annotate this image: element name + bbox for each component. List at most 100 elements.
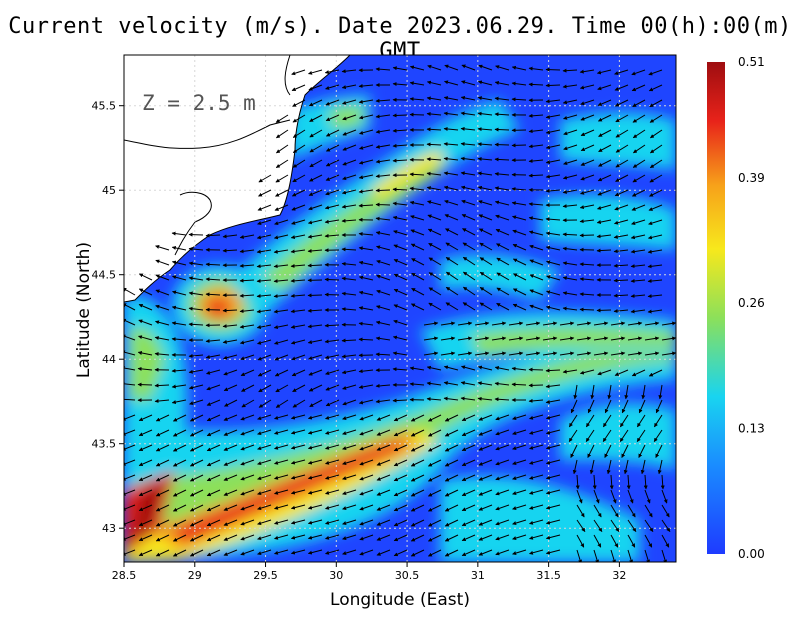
- current-arrow: [649, 114, 663, 123]
- current-arrow: [661, 504, 670, 518]
- current-arrow: [154, 351, 170, 356]
- current-arrow: [358, 203, 374, 208]
- current-arrow: [393, 489, 408, 497]
- current-arrow: [479, 242, 493, 251]
- current-arrow: [358, 114, 374, 120]
- current-arrow: [508, 321, 524, 326]
- current-arrow: [411, 272, 425, 281]
- current-arrow: [325, 144, 340, 152]
- current-arrow: [460, 111, 476, 116]
- current-arrow: [444, 199, 459, 206]
- current-arrow: [529, 474, 544, 480]
- current-arrow: [529, 304, 544, 311]
- current-arrow: [138, 335, 153, 341]
- current-arrow: [155, 459, 170, 467]
- current-arrow: [613, 278, 629, 283]
- current-arrow: [155, 274, 170, 281]
- current-arrow: [495, 444, 510, 451]
- current-arrow: [580, 114, 595, 121]
- current-arrow: [477, 185, 493, 191]
- current-arrow: [325, 399, 340, 407]
- current-arrow: [545, 159, 561, 164]
- current-arrow: [580, 129, 595, 136]
- current-arrow: [359, 519, 374, 526]
- current-arrow: [307, 324, 323, 329]
- current-arrow: [562, 174, 578, 180]
- current-arrow: [511, 65, 527, 71]
- current-arrow: [307, 339, 323, 345]
- current-arrow: [511, 97, 527, 102]
- current-arrow: [427, 429, 442, 437]
- current-arrow: [257, 504, 272, 511]
- current-arrow: [273, 294, 289, 299]
- current-arrow: [223, 429, 238, 436]
- current-arrow: [562, 276, 578, 281]
- current-arrow: [223, 549, 238, 556]
- current-arrow: [290, 293, 306, 298]
- current-arrow: [545, 83, 561, 88]
- current-arrow: [393, 230, 408, 236]
- current-arrow: [342, 174, 357, 181]
- current-arrow: [188, 246, 204, 251]
- current-arrow: [223, 519, 238, 526]
- current-arrow: [393, 534, 408, 542]
- current-arrow: [273, 279, 289, 284]
- current-arrow: [614, 219, 629, 225]
- current-arrow: [189, 429, 204, 437]
- current-arrow: [239, 278, 255, 283]
- current-arrow: [325, 459, 340, 465]
- current-arrow: [474, 336, 490, 341]
- current-arrow: [631, 84, 646, 92]
- current-arrow: [375, 383, 391, 388]
- current-arrow: [240, 354, 255, 361]
- current-arrow: [172, 444, 187, 452]
- current-arrow: [240, 429, 255, 436]
- current-arrow: [445, 242, 459, 251]
- current-arrow: [427, 519, 442, 527]
- current-arrow: [342, 534, 357, 540]
- current-arrow: [512, 504, 527, 510]
- current-arrow: [392, 143, 408, 148]
- current-arrow: [661, 351, 676, 356]
- current-arrow: [512, 258, 527, 266]
- current-arrow: [359, 144, 374, 150]
- current-arrow: [494, 80, 510, 86]
- current-arrow: [307, 534, 323, 540]
- current-arrow: [154, 336, 170, 341]
- current-arrow: [291, 189, 306, 197]
- current-arrow: [325, 429, 340, 435]
- current-arrow: [325, 474, 340, 480]
- current-arrow: [648, 69, 663, 76]
- current-arrow: [528, 159, 544, 164]
- current-arrow: [137, 366, 153, 371]
- current-arrow: [124, 366, 136, 371]
- current-arrow: [512, 244, 527, 251]
- current-arrow: [274, 474, 289, 480]
- current-arrow: [428, 257, 442, 266]
- current-arrow: [644, 519, 654, 533]
- current-arrow: [171, 368, 187, 373]
- current-arrow: [188, 322, 204, 327]
- current-arrow: [592, 474, 597, 490]
- current-arrow: [376, 429, 391, 436]
- current-arrow: [410, 429, 425, 437]
- current-arrow: [462, 228, 476, 236]
- current-arrow: [393, 273, 408, 281]
- current-arrow: [393, 304, 408, 311]
- current-arrow: [155, 414, 170, 422]
- current-arrow: [580, 189, 595, 195]
- current-arrow: [307, 489, 323, 495]
- current-arrow: [632, 129, 646, 139]
- current-arrow: [545, 489, 561, 495]
- current-arrow: [604, 444, 612, 458]
- current-arrow: [308, 354, 323, 360]
- current-arrow: [325, 84, 340, 90]
- current-arrow: [563, 144, 578, 151]
- current-arrow: [376, 274, 391, 281]
- current-arrow: [307, 429, 323, 435]
- current-arrow: [445, 271, 459, 281]
- current-arrow: [511, 382, 527, 387]
- current-arrow: [275, 114, 289, 123]
- current-arrow: [358, 260, 374, 266]
- current-arrow: [545, 188, 561, 193]
